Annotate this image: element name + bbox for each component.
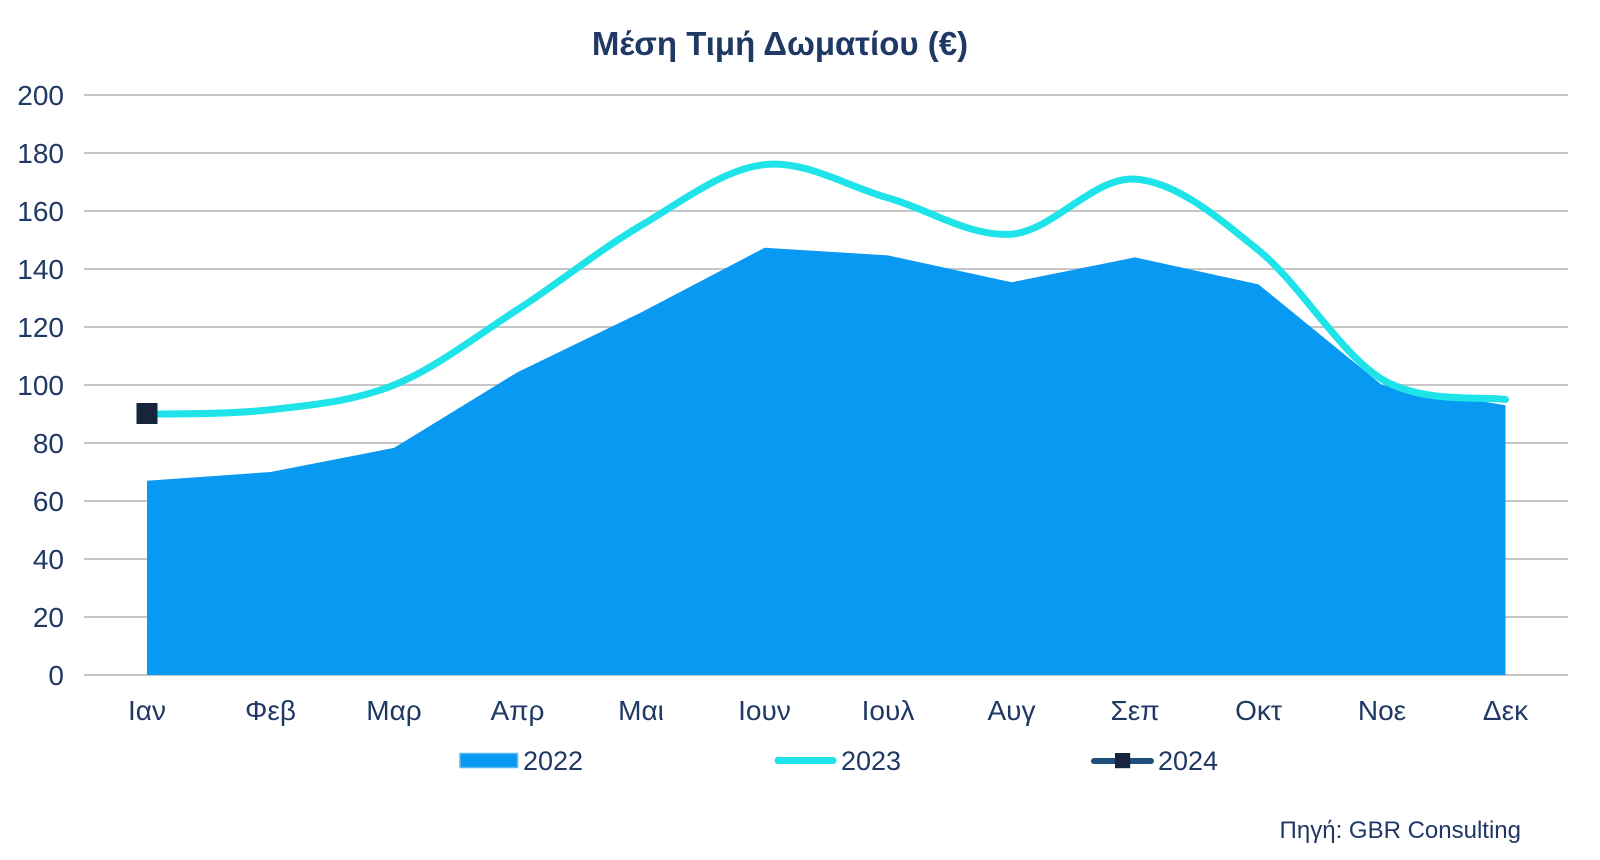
svg-text:Ιουν: Ιουν [738,695,791,726]
svg-text:Νοε: Νοε [1358,695,1406,726]
svg-text:120: 120 [17,312,64,343]
svg-text:Ιαν: Ιαν [128,695,166,726]
svg-text:Μαρ: Μαρ [366,695,421,726]
svg-text:140: 140 [17,254,64,285]
svg-text:60: 60 [33,486,64,517]
svg-text:2023: 2023 [841,746,901,776]
svg-text:Απρ: Απρ [491,695,545,726]
svg-text:Αυγ: Αυγ [988,695,1036,726]
svg-text:180: 180 [17,138,64,169]
svg-text:Σεπ: Σεπ [1110,695,1159,726]
svg-text:2024: 2024 [1158,746,1218,776]
svg-text:0: 0 [48,660,64,691]
svg-text:100: 100 [17,370,64,401]
svg-text:Μέση Τιμή Δωματίου (€): Μέση Τιμή Δωματίου (€) [592,25,968,62]
svg-text:40: 40 [33,544,64,575]
svg-text:Δεκ: Δεκ [1483,695,1529,726]
svg-text:Μαι: Μαι [618,695,664,726]
svg-text:Οκτ: Οκτ [1235,695,1282,726]
svg-text:Ιουλ: Ιουλ [862,695,915,726]
svg-text:2022: 2022 [523,746,583,776]
svg-text:Πηγή: GBR Consulting: Πηγή: GBR Consulting [1280,817,1521,844]
svg-text:20: 20 [33,602,64,633]
svg-text:200: 200 [17,80,64,111]
svg-text:Φεβ: Φεβ [245,695,296,726]
svg-text:160: 160 [17,196,64,227]
svg-text:80: 80 [33,428,64,459]
